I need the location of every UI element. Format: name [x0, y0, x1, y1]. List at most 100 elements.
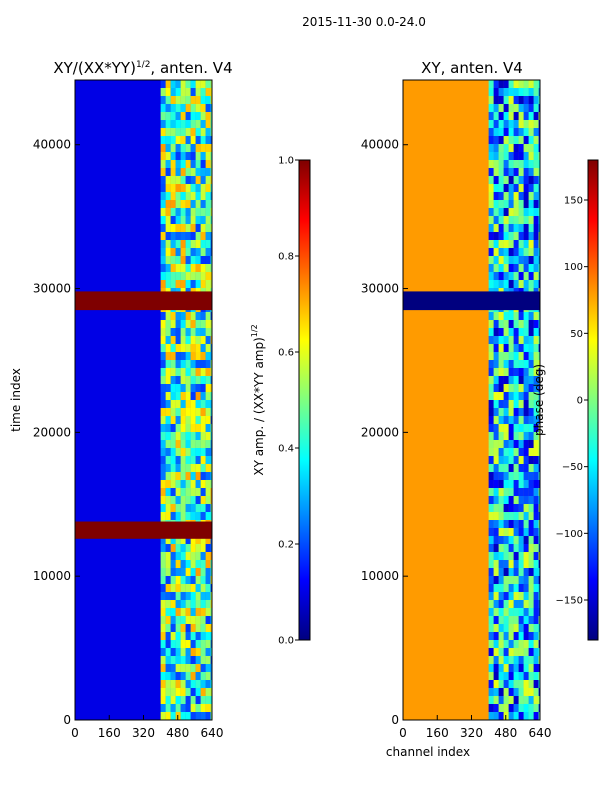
heatmap-cell: [175, 544, 181, 553]
heatmap-cell: [210, 656, 212, 665]
heatmap-cell: [513, 704, 519, 713]
heatmap-cell: [523, 336, 529, 345]
x-tick-label: 320: [460, 726, 483, 740]
heatmap-cell: [195, 512, 201, 521]
heatmap-cell: [493, 256, 499, 265]
heatmap-cell: [210, 448, 212, 457]
heatmap-cell: [488, 464, 494, 473]
heatmap-cell: [160, 280, 166, 289]
heatmap-cell: [205, 584, 211, 593]
heatmap-cell: [175, 280, 181, 289]
heatmap-cell: [185, 80, 191, 89]
heatmap-cell: [533, 680, 539, 689]
heatmap-cell: [523, 472, 529, 481]
heatmap-cell: [175, 360, 181, 369]
heatmap-cell: [195, 80, 201, 89]
heatmap-cell: [488, 528, 494, 537]
heatmap-cell: [528, 280, 534, 289]
heatmap-cell: [210, 368, 212, 377]
heatmap-cell: [493, 376, 499, 385]
heatmap-cell: [513, 528, 519, 537]
heatmap-cell: [160, 496, 166, 505]
heatmap-cell: [513, 128, 519, 137]
heatmap-cell: [190, 552, 196, 561]
heatmap-cell: [508, 464, 514, 473]
heatmap-cell: [160, 240, 166, 249]
heatmap-cell: [190, 504, 196, 513]
heatmap-cell: [175, 336, 181, 345]
heatmap-cell: [180, 632, 186, 641]
heatmap-cell: [508, 640, 514, 649]
heatmap-cell: [200, 224, 206, 233]
heatmap-cell: [513, 368, 519, 377]
heatmap-cell: [200, 560, 206, 569]
heatmap-cell: [513, 600, 519, 609]
heatmap-cell: [503, 328, 509, 337]
heatmap-cell: [210, 488, 212, 497]
heatmap-cell: [503, 536, 509, 545]
heatmap-cell: [538, 680, 540, 689]
heatmap-cell: [170, 312, 176, 321]
heatmap-cell: [170, 168, 176, 177]
heatmap-cell: [180, 112, 186, 121]
heatmap-cell: [210, 552, 212, 561]
heatmap-cell: [538, 160, 540, 169]
heatmap-cell: [170, 688, 176, 697]
heatmap-cell: [498, 144, 504, 153]
heatmap-cell: [513, 560, 519, 569]
heatmap-cell: [508, 272, 514, 281]
heatmap-cell: [538, 232, 540, 241]
heatmap-cell: [170, 152, 176, 161]
heatmap-cell: [503, 80, 509, 89]
heatmap-cell: [488, 712, 494, 720]
heatmap-cell: [180, 176, 186, 185]
heatmap-cell: [498, 600, 504, 609]
heatmap-cell: [175, 408, 181, 417]
colorbar-tick-label: −100: [556, 529, 583, 540]
heatmap-cell: [523, 384, 529, 393]
heatmap-cell: [493, 616, 499, 625]
heatmap-cell: [160, 320, 166, 329]
heatmap-cell: [488, 512, 494, 521]
heatmap-cell: [493, 152, 499, 161]
heatmap-cell: [533, 632, 539, 641]
heatmap-cell: [205, 704, 211, 713]
heatmap-cell: [523, 368, 529, 377]
heatmap-cell: [160, 600, 166, 609]
heatmap-cell: [180, 368, 186, 377]
heatmap-cell: [210, 112, 212, 121]
heatmap-cell: [165, 608, 171, 617]
heatmap-cell: [205, 512, 211, 521]
heatmap-cell: [518, 280, 524, 289]
heatmap-cell: [498, 608, 504, 617]
heatmap-cell: [195, 376, 201, 385]
heatmap-cell: [503, 192, 509, 201]
heatmap-cell: [185, 168, 191, 177]
heatmap-cell: [528, 448, 534, 457]
heatmap-cell: [488, 232, 494, 241]
heatmap-cell: [508, 480, 514, 489]
heatmap-cell: [528, 552, 534, 561]
heatmap-cell: [533, 384, 539, 393]
heatmap-cell: [523, 592, 529, 601]
heatmap-cell: [200, 480, 206, 489]
heatmap-cell: [180, 560, 186, 569]
heatmap-cell: [528, 616, 534, 625]
heatmap-cell: [488, 416, 494, 425]
heatmap-cell: [513, 392, 519, 401]
heatmap-cell: [488, 88, 494, 97]
heatmap-cell: [523, 544, 529, 553]
heatmap-cell: [165, 136, 171, 145]
heatmap-cell: [523, 128, 529, 137]
heatmap-cell: [513, 672, 519, 681]
heatmap-cell: [523, 600, 529, 609]
heatmap-cell: [160, 112, 166, 121]
heatmap-cell: [538, 264, 540, 273]
heatmap-cell: [533, 408, 539, 417]
heatmap-cell: [518, 648, 524, 657]
left-colorbar-gradient: [298, 159, 311, 641]
heatmap-cell: [180, 416, 186, 425]
heatmap-cell: [170, 160, 176, 169]
heatmap-cell: [498, 248, 504, 257]
heatmap-cell: [190, 672, 196, 681]
